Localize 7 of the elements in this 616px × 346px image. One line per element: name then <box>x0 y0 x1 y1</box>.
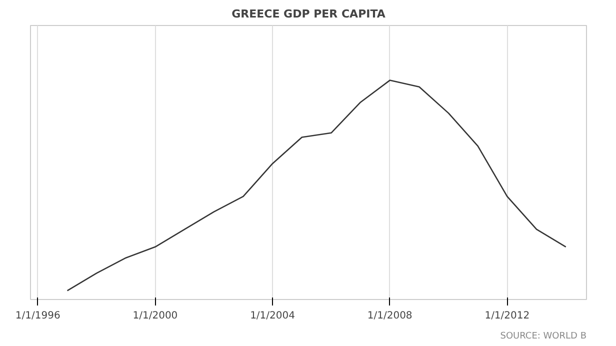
x-tick-label: 1/1/2004 <box>250 310 295 322</box>
x-tick-label: 1/1/2008 <box>367 310 412 322</box>
x-tick-label: 1/1/2012 <box>484 310 530 322</box>
chart-title: GREECE GDP PER CAPITA <box>232 8 386 20</box>
source-note: SOURCE: WORLD B <box>500 332 587 342</box>
x-tick-label: 1/1/2000 <box>132 310 178 322</box>
x-tick-label: 1/1/1996 <box>15 310 60 322</box>
